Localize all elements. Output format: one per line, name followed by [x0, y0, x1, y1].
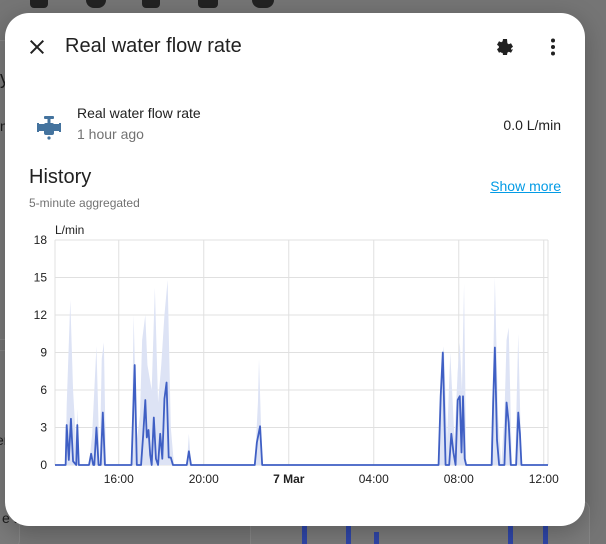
- dialog-title: Real water flow rate: [65, 35, 242, 57]
- y-tick-label: 0: [40, 458, 47, 472]
- background-text: er: [0, 432, 8, 448]
- background-bar: [302, 520, 307, 544]
- gear-icon: [497, 39, 513, 55]
- series-line: [55, 346, 548, 466]
- y-axis-label: L/min: [55, 223, 84, 237]
- background-icon: [198, 0, 218, 8]
- background-bar: [508, 526, 513, 544]
- more-options-button[interactable]: [533, 27, 573, 67]
- close-icon: [30, 40, 44, 54]
- background-icon: [252, 0, 274, 8]
- close-button[interactable]: [17, 27, 57, 67]
- show-more-link[interactable]: Show more: [490, 178, 561, 194]
- background-icon: [86, 0, 106, 8]
- background-icon: [30, 0, 48, 8]
- x-tick-label: 16:00: [104, 472, 134, 486]
- settings-button[interactable]: [485, 27, 525, 67]
- history-title: History: [29, 166, 92, 188]
- background-bar: [346, 524, 351, 544]
- entity-row[interactable]: Real water flow rate 1 hour ago 0.0 L/mi…: [5, 99, 585, 159]
- background-icon: [142, 0, 160, 8]
- y-tick-label: 3: [40, 421, 47, 435]
- background-text: n: [0, 118, 8, 134]
- y-tick-label: 18: [34, 233, 48, 247]
- water-pump-icon: [37, 116, 61, 140]
- x-tick-label: 7 Mar: [273, 472, 305, 486]
- x-tick-label: 12:00: [529, 472, 559, 486]
- x-tick-label: 04:00: [359, 472, 389, 486]
- y-tick-label: 15: [34, 271, 48, 285]
- entity-last-changed: 1 hour ago: [77, 126, 144, 142]
- series-range-band: [55, 277, 548, 465]
- background-text: y: [0, 68, 9, 89]
- more-info-dialog: Real water flow rate Real water flow rat…: [5, 13, 585, 526]
- history-subtitle: 5-minute aggregated: [29, 196, 140, 210]
- y-tick-label: 6: [40, 383, 47, 397]
- background-chart: [300, 520, 560, 544]
- entity-state: 0.0 L/min: [503, 117, 561, 133]
- history-chart[interactable]: 0 3 6 9 12 15 18 16:00 20:00 7 Mar 04:00 08:00 12:00…: [5, 13, 585, 513]
- entity-name: Real water flow rate: [77, 105, 201, 121]
- background-bar: [543, 520, 548, 544]
- y-tick-label: 12: [34, 308, 48, 322]
- dialog-header: Real water flow rate: [5, 13, 585, 81]
- background-toolbar: [0, 0, 606, 14]
- more-vert-icon: [551, 38, 555, 56]
- x-tick-label: 08:00: [444, 472, 474, 486]
- x-tick-label: 20:00: [189, 472, 219, 486]
- background-bar: [374, 532, 379, 544]
- y-tick-label: 9: [40, 346, 47, 360]
